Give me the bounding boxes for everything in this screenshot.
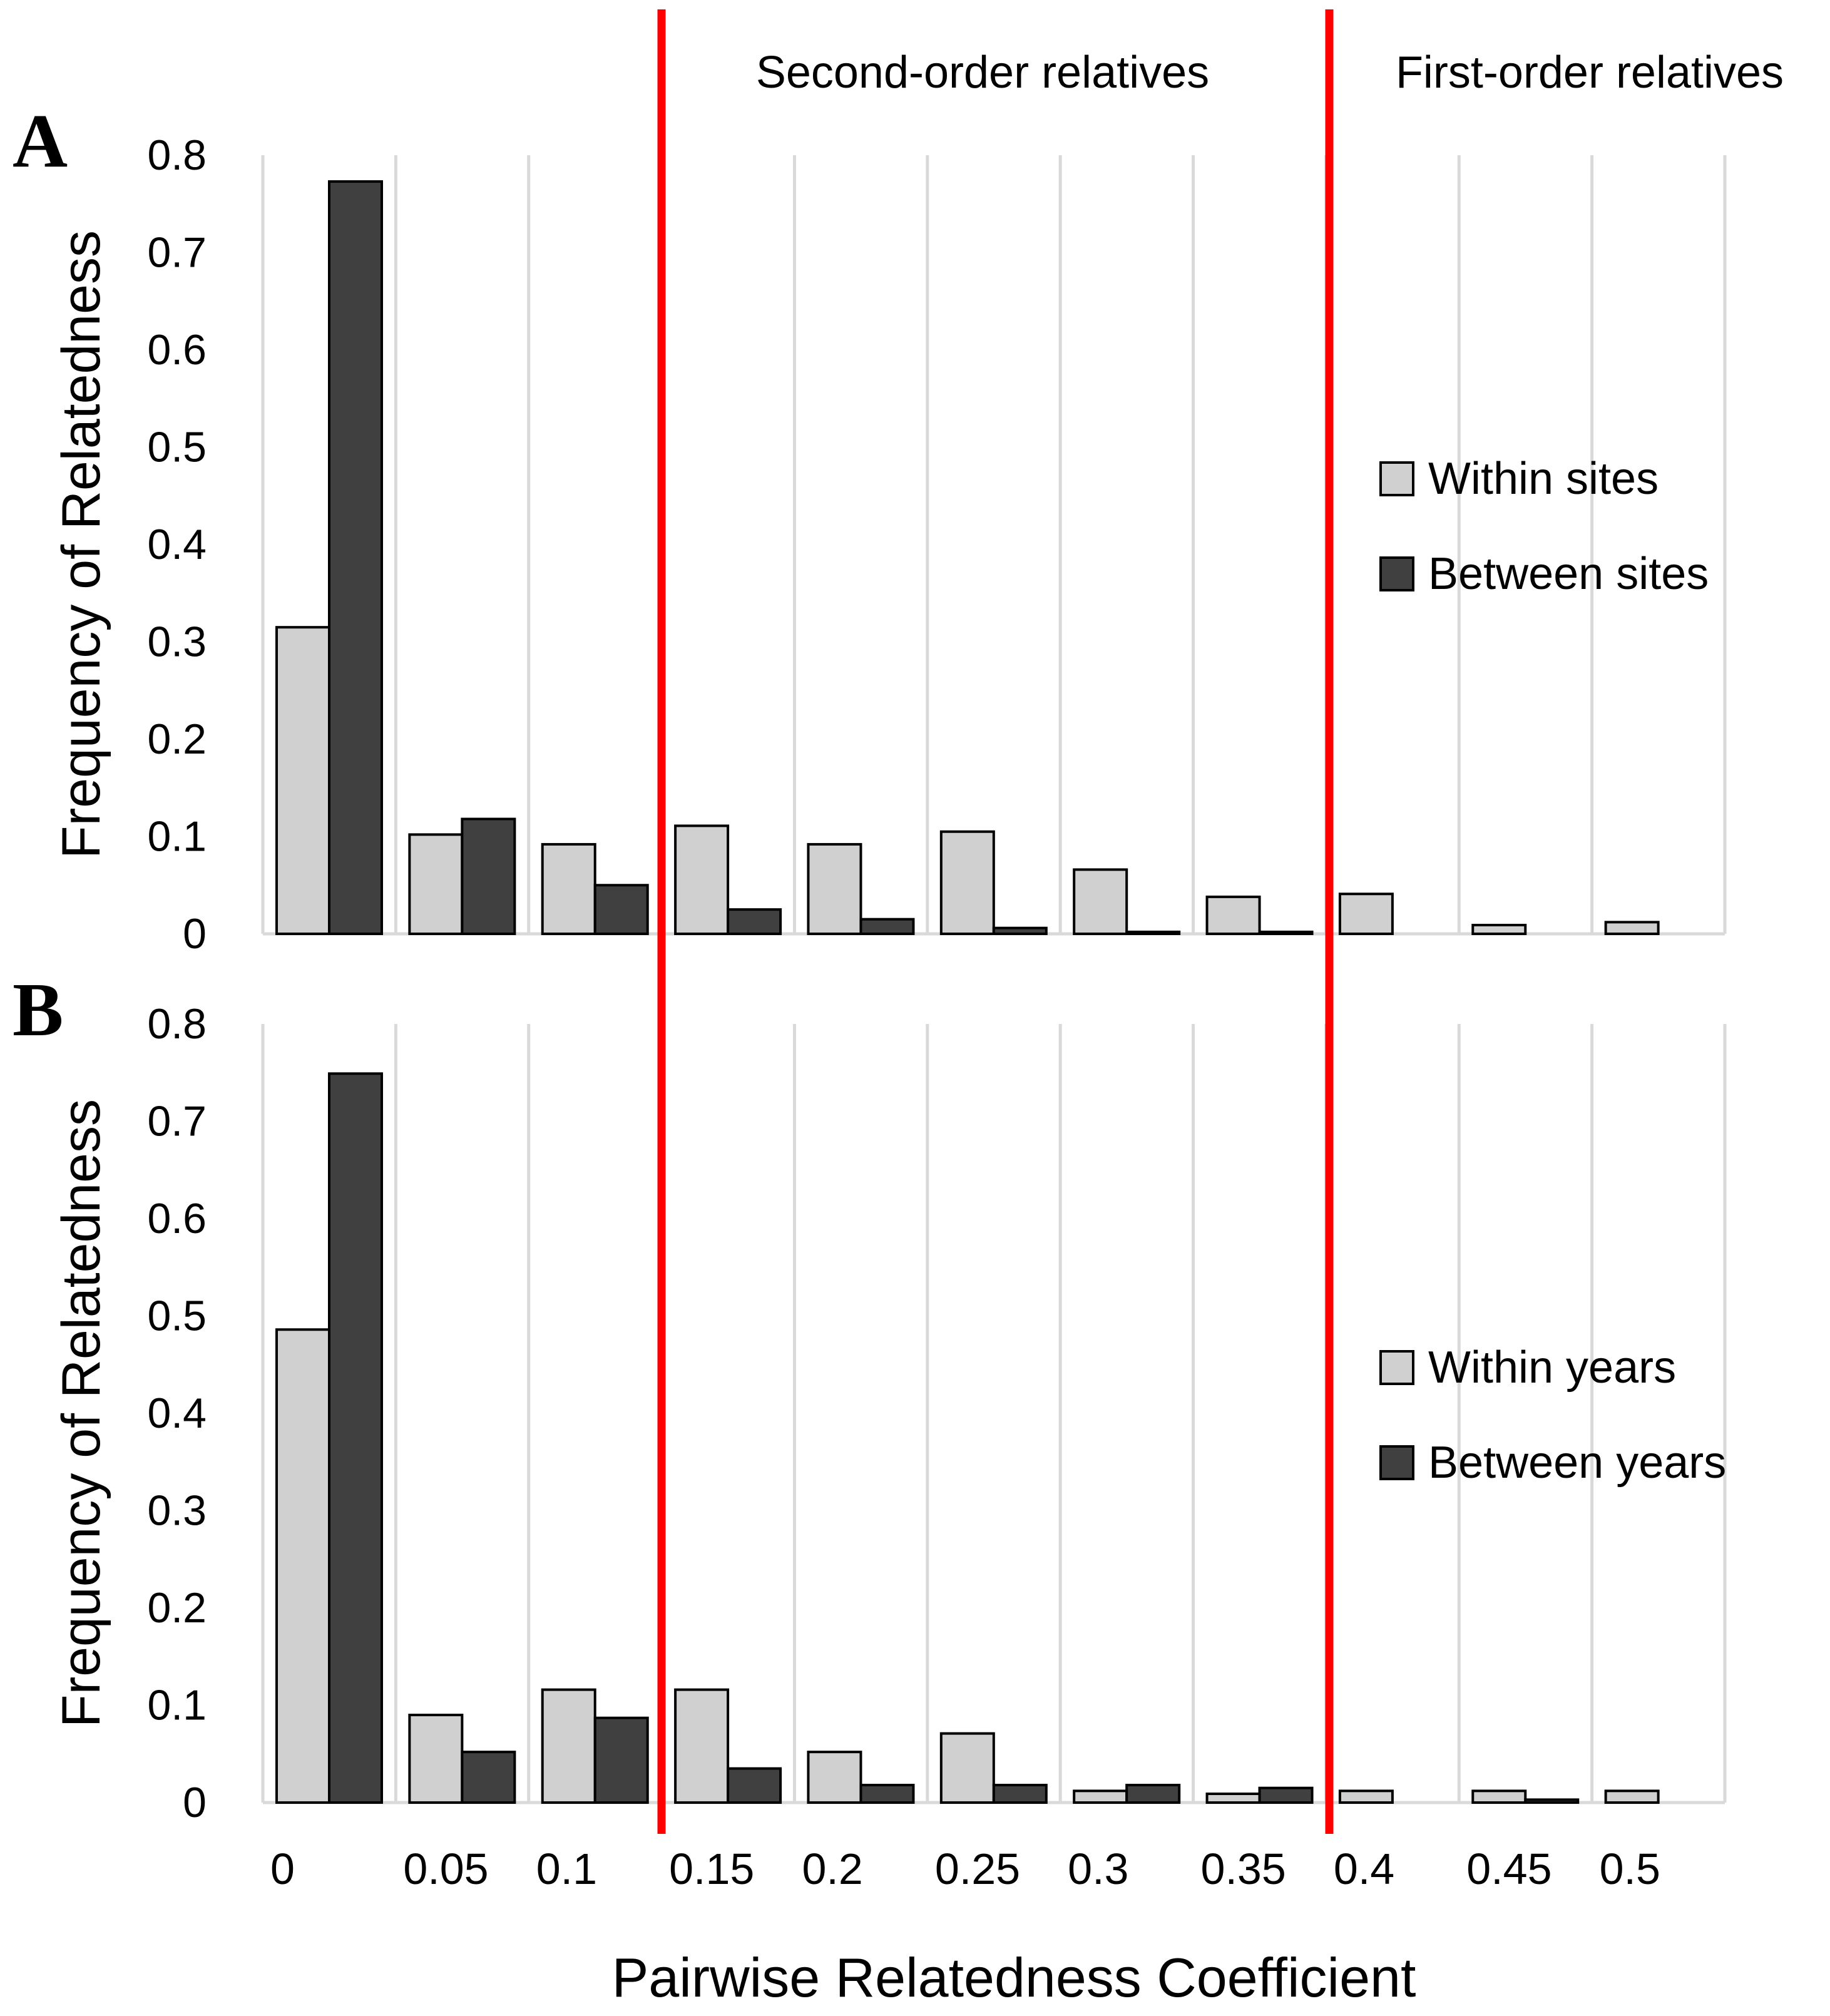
bar-within-years	[1073, 1789, 1128, 1804]
legend-label: Between years	[1428, 1438, 1726, 1488]
bar-between-sites	[727, 908, 782, 935]
bar-within-years	[1471, 1789, 1527, 1804]
bar-within-sites	[275, 626, 330, 935]
bar-between-years	[1125, 1784, 1181, 1804]
threshold-label: Second-order relatives	[756, 48, 1209, 98]
x-tick-label: 0.1	[536, 1845, 597, 1893]
x-tick-label: 0.35	[1201, 1845, 1286, 1893]
x-tick-label: 0.05	[403, 1845, 488, 1893]
bar-between-years	[328, 1072, 383, 1804]
bar-within-years	[674, 1688, 730, 1804]
x-tick-label: 0.3	[1068, 1845, 1128, 1893]
bar-within-sites	[1471, 924, 1527, 936]
bar-within-years	[1205, 1793, 1261, 1804]
x-axis-title: Pairwise Relatedness Coefficient	[612, 1947, 1416, 2008]
panel-label: A	[13, 99, 68, 183]
y-tick-label: 0.4	[147, 521, 207, 568]
bar-between-years	[859, 1784, 915, 1804]
legend: Within years Between years	[1379, 1343, 1726, 1488]
bar-within-years	[1338, 1789, 1394, 1804]
panel-b: 0 0.1 0.2 0.3 0.4 0.5 0.6 0.7 0.8 Frequency of Re…	[13, 968, 1727, 1826]
bar-between-sites	[1125, 930, 1181, 936]
legend: Within sites Between sites	[1379, 454, 1709, 599]
bar-within-sites	[1338, 893, 1394, 935]
y-tick-label: 0.8	[147, 131, 207, 179]
x-tick-label: 0.25	[935, 1845, 1020, 1893]
bar-within-years	[939, 1732, 995, 1804]
bar-within-sites	[541, 842, 596, 935]
y-tick-label: 0.3	[147, 618, 207, 666]
y-tick-label: 0.5	[147, 1292, 207, 1340]
legend-label: Within years	[1428, 1343, 1676, 1393]
y-tick-label: 0.7	[147, 229, 207, 277]
y-tick-label: 0.1	[147, 813, 207, 861]
panel-label: B	[13, 968, 63, 1052]
bar-within-years	[807, 1751, 862, 1804]
bar-within-years	[541, 1688, 596, 1804]
y-tick-label: 0.6	[147, 1195, 207, 1242]
bar-between-years	[593, 1716, 649, 1804]
y-axis-title: Frequency of Relatedness	[51, 1099, 111, 1727]
x-tick-label: 0.45	[1466, 1845, 1551, 1893]
x-tick-label: 0.4	[1334, 1845, 1394, 1893]
threshold-label: First-order relatives	[1396, 48, 1784, 98]
bar-between-sites	[992, 926, 1048, 936]
bar-within-sites	[408, 833, 464, 936]
bar-between-years	[1524, 1798, 1580, 1804]
bar-between-sites	[328, 180, 383, 935]
y-tick-label: 0.6	[147, 326, 207, 374]
bar-between-sites	[461, 817, 516, 936]
bar-within-sites	[1205, 895, 1261, 936]
x-tick-label: 0.15	[669, 1845, 754, 1893]
x-tick-label: 0	[270, 1845, 295, 1893]
bar-within-sites	[674, 824, 730, 936]
legend-swatch	[1379, 556, 1414, 591]
y-tick-label: 0.7	[147, 1098, 207, 1145]
y-tick-label: 0.3	[147, 1487, 207, 1535]
bar-between-sites	[1258, 930, 1314, 936]
x-tick-label: 0.5	[1600, 1845, 1660, 1893]
legend-swatch	[1379, 1350, 1414, 1385]
panel-a: 0 0.1 0.2 0.3 0.4 0.5 0.6 0.7 0.8 Frequency of Re…	[13, 99, 1727, 958]
y-tick-label: 0.4	[147, 1389, 207, 1437]
legend-label: Between sites	[1428, 549, 1709, 599]
bar-within-sites	[1604, 921, 1660, 935]
y-tick-label: 0	[183, 1779, 207, 1826]
y-tick-label: 0.2	[147, 1584, 207, 1632]
bar-between-sites	[593, 884, 649, 935]
y-tick-label: 0	[183, 910, 207, 958]
y-axis-title: Frequency of Relatedness	[51, 230, 111, 859]
bar-within-sites	[939, 830, 995, 935]
bar-within-sites	[807, 842, 862, 935]
x-tick-label: 0.2	[802, 1845, 862, 1893]
legend-label: Within sites	[1428, 454, 1659, 504]
legend-swatch	[1379, 1445, 1414, 1480]
y-tick-label: 0.5	[147, 424, 207, 471]
bar-between-years	[461, 1751, 516, 1804]
bar-between-years	[1258, 1786, 1314, 1804]
bar-within-years	[1604, 1789, 1660, 1804]
bar-within-years	[275, 1328, 330, 1804]
bar-within-years	[408, 1714, 464, 1804]
bar-between-sites	[859, 918, 915, 936]
y-tick-label: 0.1	[147, 1682, 207, 1729]
bar-between-years	[727, 1767, 782, 1804]
y-tick-label: 0.2	[147, 715, 207, 763]
legend-swatch	[1379, 461, 1414, 496]
y-tick-label: 0.8	[147, 1000, 207, 1048]
bar-within-sites	[1073, 868, 1128, 935]
bar-between-years	[992, 1784, 1048, 1804]
